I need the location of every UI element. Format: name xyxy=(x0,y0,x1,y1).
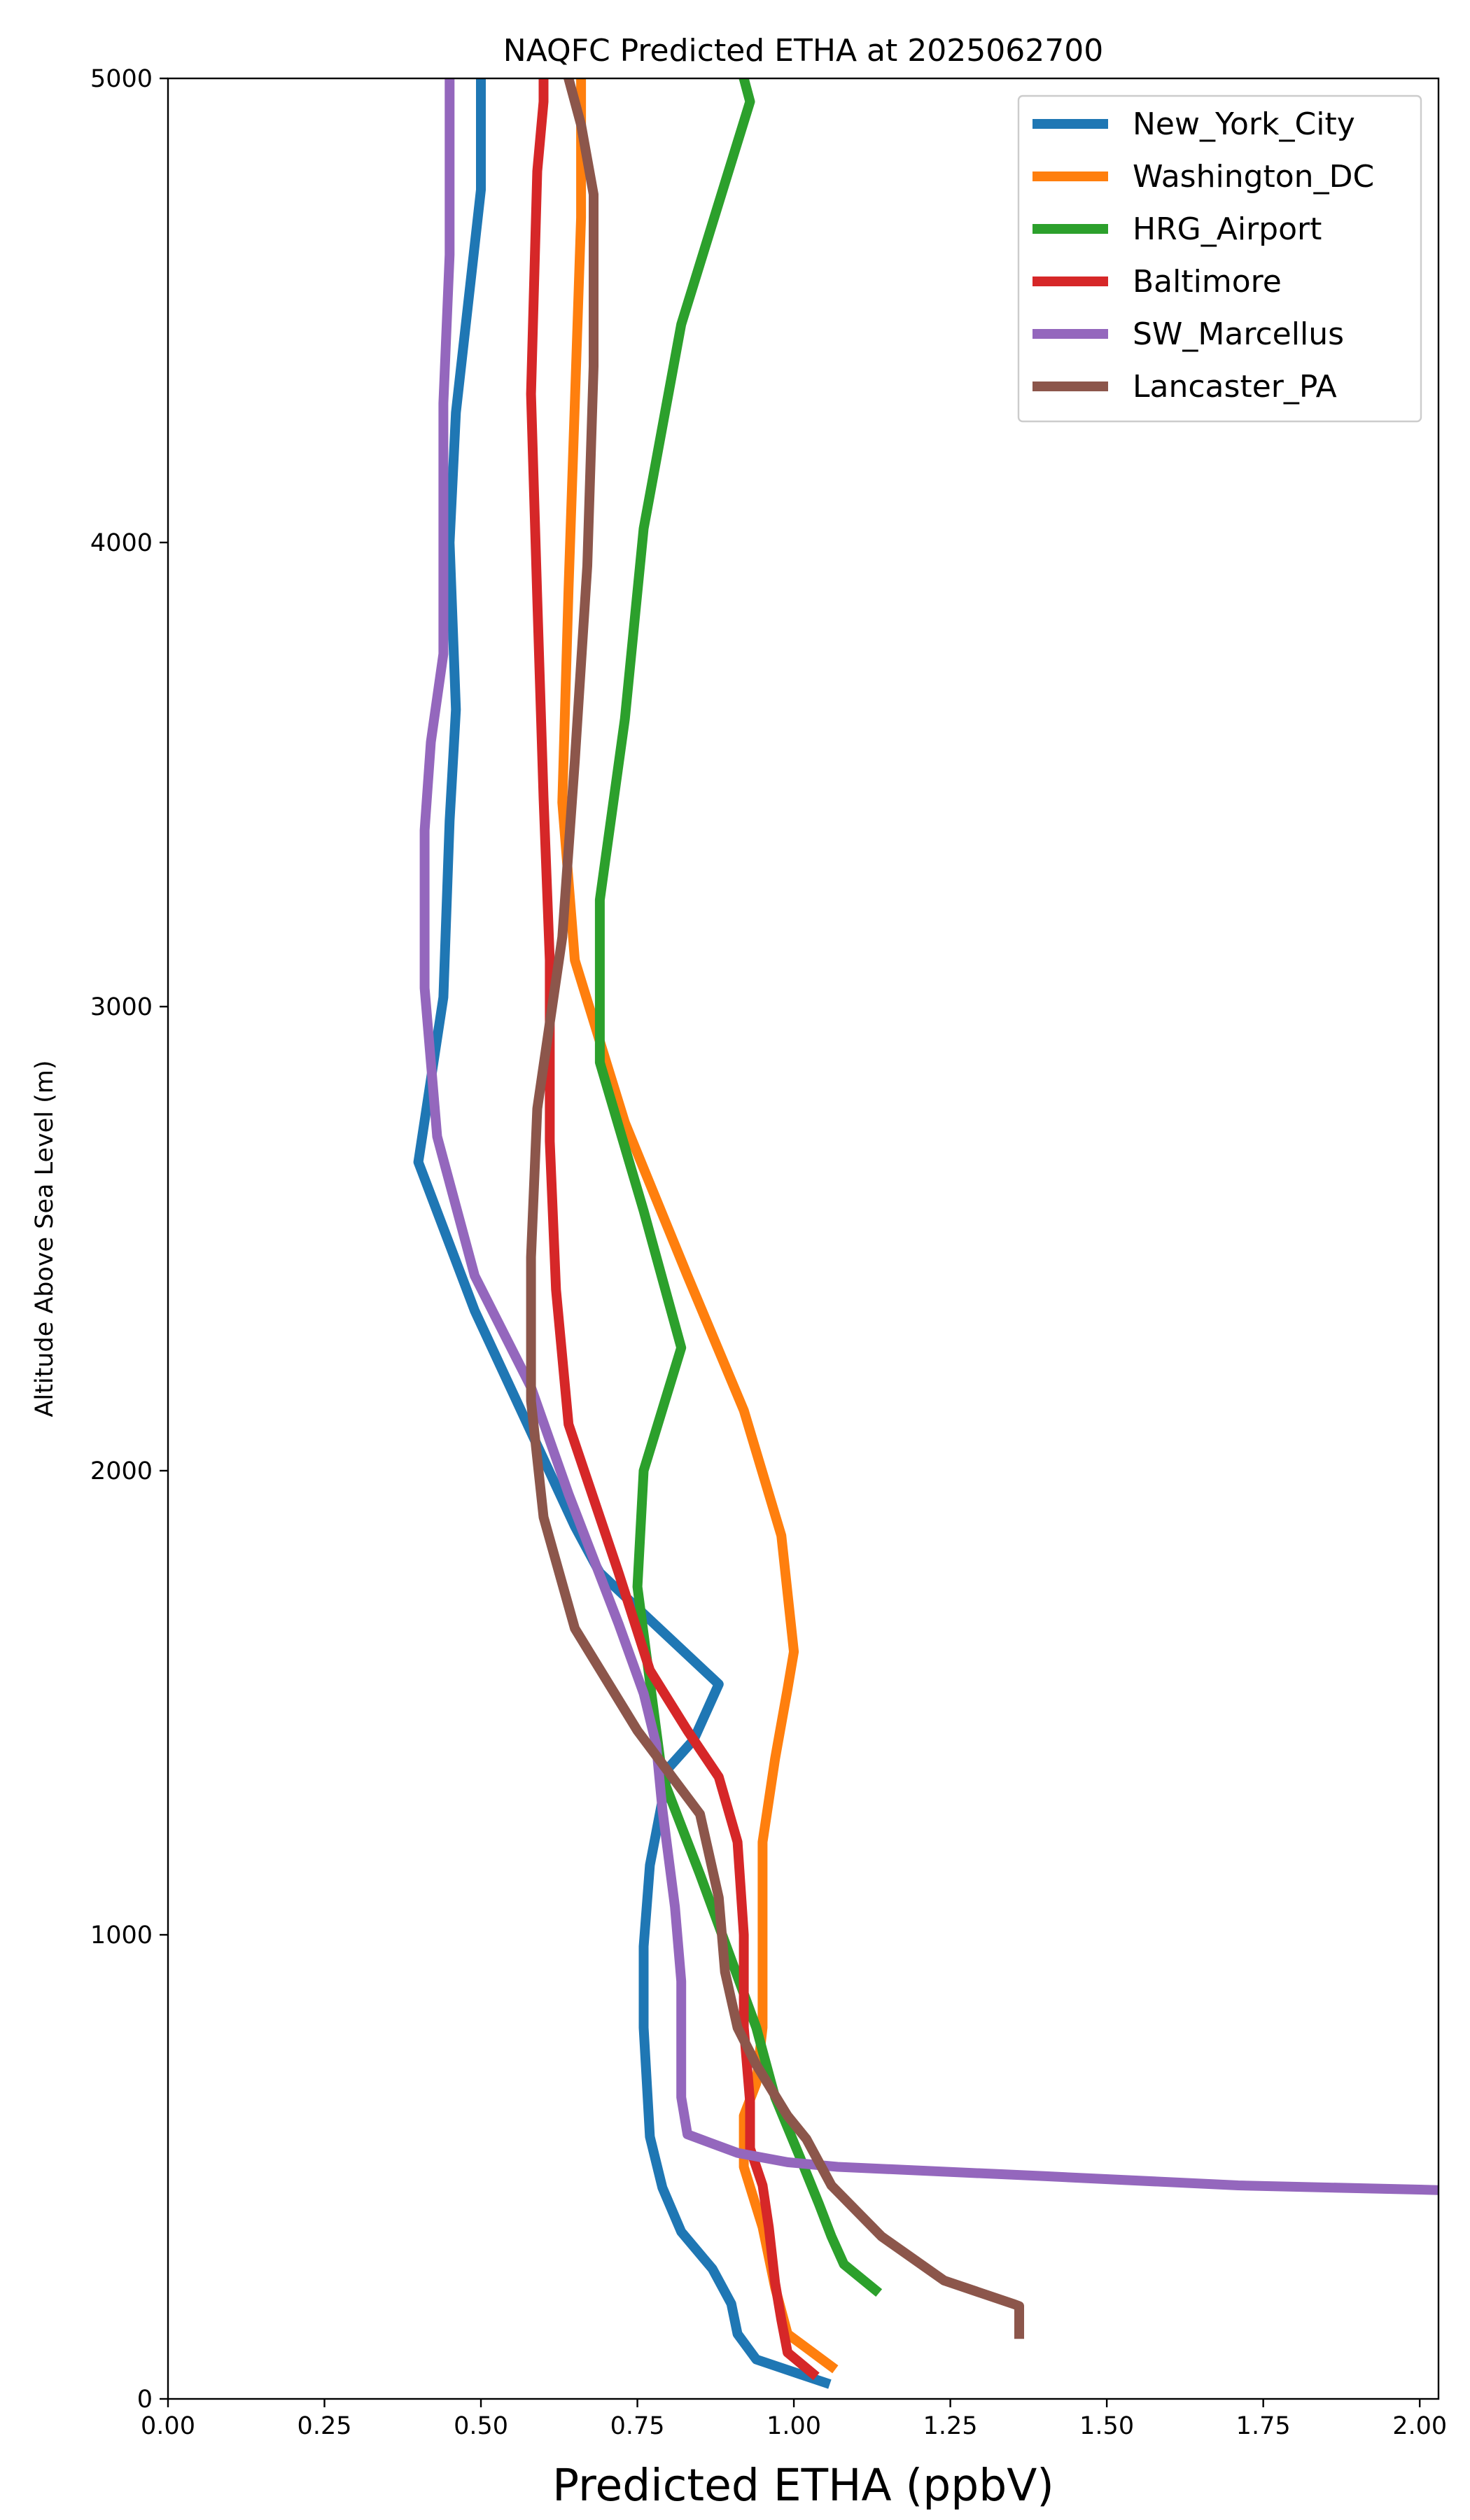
y-tick-label: 1000 xyxy=(90,1921,153,1949)
x-tick-label: 1.25 xyxy=(923,2412,978,2440)
legend-label: SW_Marcellus xyxy=(1133,316,1344,352)
plot-background xyxy=(168,78,1438,2399)
series-line-washington-dc xyxy=(557,78,839,2374)
y-axis-label: Altitude Above Sea Level (m) xyxy=(31,1060,59,1417)
series-layer xyxy=(413,78,1438,2389)
legend-entries: New_York_City Washington_DC HRG_Airport Bal… xyxy=(1032,106,1374,405)
x-axis-label: Predicted ETHA (ppbV) xyxy=(552,2460,1054,2511)
y-tick-label: 3000 xyxy=(90,993,153,1021)
y-tick-label: 4000 xyxy=(90,529,153,557)
y-axis: 0 1000 2000 3000 4000 5000 xyxy=(90,65,168,2414)
legend-label: Baltimore xyxy=(1133,264,1282,300)
legend-label: HRG_Airport xyxy=(1133,211,1322,247)
x-tick-label: 1.00 xyxy=(766,2412,821,2440)
legend-label: Washington_DC xyxy=(1133,159,1374,195)
axes-frame xyxy=(167,77,1440,2400)
series-line-new-york-city xyxy=(413,78,832,2389)
y-tick-label: 0 xyxy=(137,2386,153,2414)
x-tick-label: 0.00 xyxy=(141,2412,195,2440)
x-tick-label: 0.50 xyxy=(454,2412,508,2440)
y-tick-label: 2000 xyxy=(90,1457,153,1485)
x-tick-label: 0.75 xyxy=(610,2412,665,2440)
legend-label: Lancaster_PA xyxy=(1133,369,1337,405)
x-tick-label: 0.25 xyxy=(298,2412,352,2440)
x-tick-label: 1.75 xyxy=(1236,2412,1291,2440)
plot-area xyxy=(167,77,1440,2400)
x-tick-label: 1.50 xyxy=(1079,2412,1134,2440)
legend-label: New_York_City xyxy=(1133,106,1355,142)
legend-box xyxy=(1017,94,1422,423)
series-line-lancaster-pa xyxy=(526,78,1024,2339)
y-tick-label: 5000 xyxy=(90,65,153,93)
chart-title: NAQFC Predicted ETHA at 2025062700 xyxy=(503,33,1103,69)
series-line-hrg-airport xyxy=(594,78,883,2297)
legend: New_York_City Washington_DC HRG_Airport Bal… xyxy=(1017,94,1422,423)
series-line-sw-marcellus xyxy=(419,78,1438,2195)
series-line-baltimore xyxy=(526,78,820,2381)
x-tick-label: 2.00 xyxy=(1392,2412,1447,2440)
x-axis: 0.00 0.25 0.50 0.75 1.00 1.25 1.50 1.75 2.00 xyxy=(141,2399,1447,2440)
